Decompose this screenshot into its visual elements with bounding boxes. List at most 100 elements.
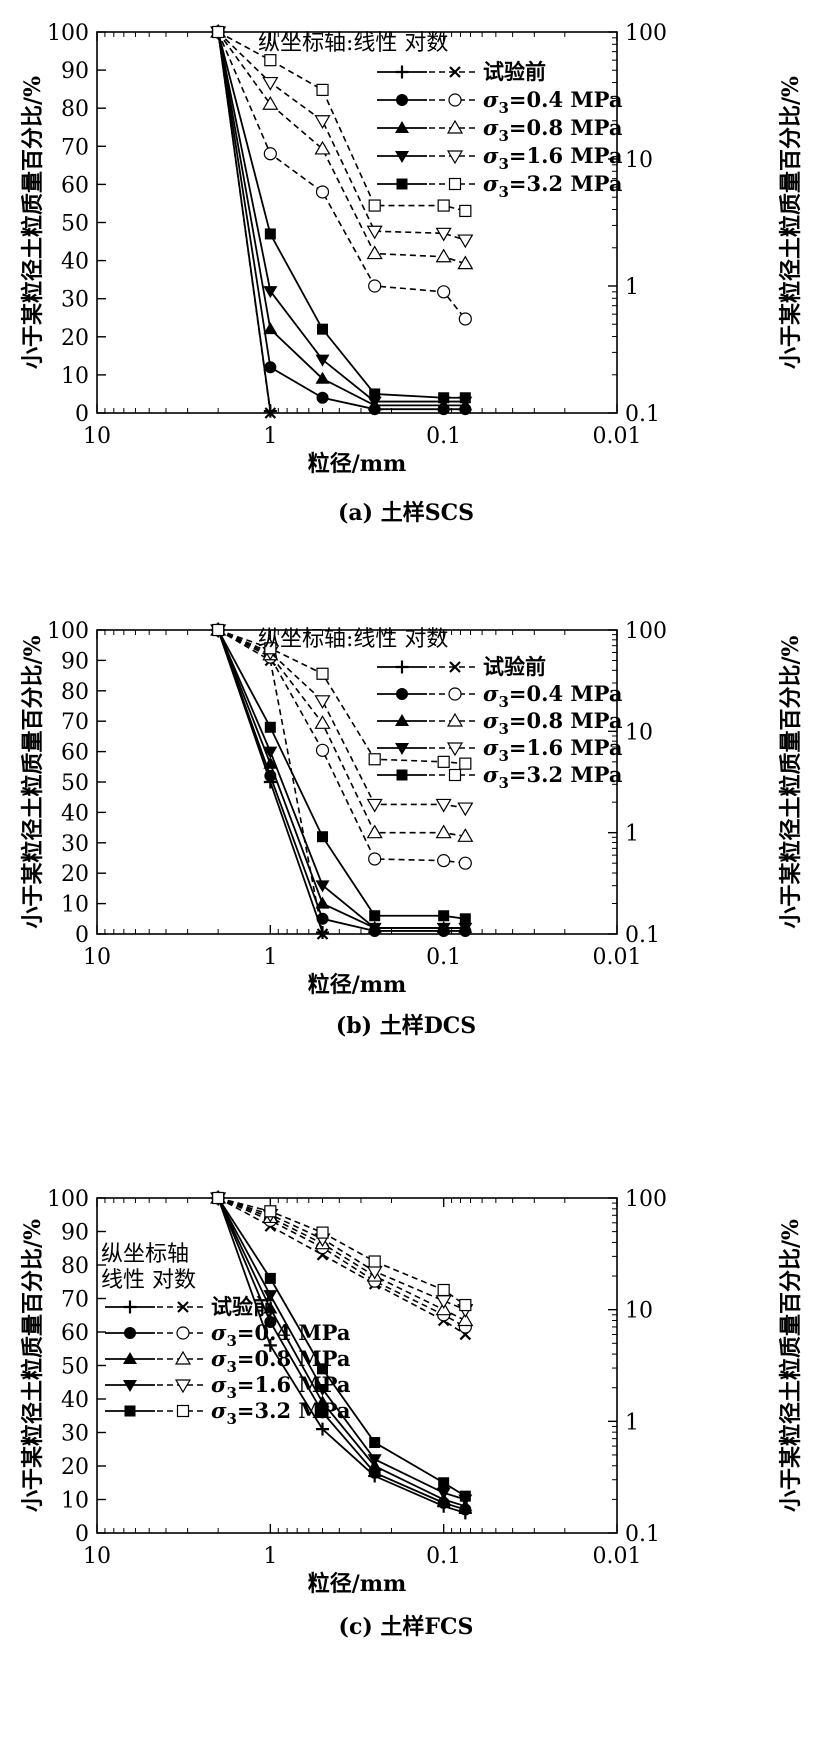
legend-label: σ3=0.8 MPa [211,1346,351,1376]
series-point [264,361,277,374]
series-point [369,1437,381,1449]
legend-label: σ3=0.4 MPa [483,87,623,117]
chart-b: 10 1 0.1 0.0101020304050607080901000.111010… [20,619,804,1039]
series-point [459,1298,472,1312]
series-point [315,1383,330,1396]
legend-label: σ3=0.4 MPa [211,1320,351,1350]
y-left-tick-label: 10 [61,893,89,918]
y-left-tick-label: 50 [61,771,89,796]
series-point [212,623,225,637]
series-point [369,388,381,400]
series-point [457,802,474,817]
x-tick-label: 0.01 [593,424,642,449]
x-tick-label: 1 [263,945,277,970]
y-left-tick-label: 10 [61,1489,89,1514]
series-point [264,721,276,733]
legend-marker [446,712,464,727]
legend-marker [395,151,409,163]
legend-marker [174,1350,192,1365]
series-point [263,1338,277,1352]
series-point [457,255,474,270]
series-point [264,1315,277,1328]
legend-marker [124,1327,136,1339]
y-left-tick-label: 50 [61,1355,89,1380]
series-point [458,922,473,935]
series-point [316,83,329,97]
legend-marker [449,661,461,673]
series-line [217,31,272,414]
legend-subscript: 3 [498,99,508,117]
y-left-tick-label: 100 [47,1187,89,1212]
y-right-tick-label: 100 [625,1187,667,1212]
legend-text: 试验前 [483,654,546,679]
legend-label: σ3=1.6 MPa [483,143,623,173]
panel-b: 10 1 0.1 0.01 0 10 20 30 40 50 60 70 80 90 100 0.1 1 10 10… [0,590,813,1180]
x-axis-label: 粒径/mm [308,1571,407,1597]
series-point [459,204,472,218]
y-right-tick-label: 1 [625,822,639,847]
y-right-axis-label: 小于某粒径土粒质量百分比/% [778,635,804,928]
series-point [317,323,329,335]
legend-text: 试验前 [211,1294,274,1319]
series-point [315,896,330,909]
y-right-tick-label: 100 [625,21,667,46]
series-point [263,147,277,161]
y-left-tick-label: 90 [61,59,89,84]
x-axis-label: 粒径/mm [308,972,407,998]
series-group [210,621,474,940]
legend-text: 试验前 [483,59,546,84]
series-point [438,910,450,922]
series-point [437,285,451,299]
legend-sigma: σ [483,681,499,706]
legend-marker [396,688,408,700]
legend-label: 试验前 [483,654,546,679]
y-right-tick-label: 1 [625,1410,639,1435]
series-point [264,407,277,419]
series-point [459,1490,471,1502]
series-point [438,392,450,404]
legend-subscript: 3 [498,127,508,145]
legend-text: =0.4 MPa [509,87,623,112]
series-point [368,852,382,866]
series-point [263,756,278,769]
y-left-tick-label: 60 [61,741,89,766]
legend-sigma: σ [483,115,499,140]
x-tick-label: 0.1 [426,945,461,970]
caption-group: (c) 土样FCS [339,1614,474,1640]
series-point [316,928,329,940]
legend-text: =0.8 MPa [237,1346,351,1371]
panel-a: 10 1 0.1 0.01 0 10 20 30 40 50 60 70 80 90 100 0.1 1 10 10… [0,0,813,590]
chart-a: 10 1 0.1 0.0101020304050607080901000.111010… [20,21,804,526]
series-line [217,31,466,403]
series-line [217,629,466,929]
series-point [212,1191,225,1205]
legend-sigma: σ [483,708,499,733]
legend-title: 线性 对数 [101,1268,196,1293]
series-line [217,629,466,838]
caption-group: (b) 土样DCS [336,1013,476,1039]
series-line [217,629,466,864]
series-point [264,1272,276,1284]
series-point [437,1283,450,1297]
y-left-tick-label: 90 [61,649,89,674]
legend-marker [446,119,464,134]
y-left-tick-label: 10 [61,364,89,389]
legend-sigma: σ [211,1398,227,1423]
series-point [368,1255,381,1268]
series-point [263,322,278,335]
legend-text: =1.6 MPa [237,1372,351,1397]
y-left-tick-label: 70 [61,1288,89,1313]
series-group [210,1189,474,1520]
legend-marker [395,121,409,133]
y-right-axis-label: 小于某粒径土粒质量百分比/% [778,76,804,369]
series-point [316,1422,330,1436]
y-left-tick-label: 100 [47,619,89,644]
y-left-tick-label: 60 [61,1321,89,1346]
legend-text: =3.2 MPa [509,171,623,196]
series-point [366,824,383,839]
series-point [262,76,279,91]
y-left-tick-label: 0 [75,923,89,948]
y-left-tick-label: 0 [75,402,89,427]
legend-marker [396,94,408,106]
